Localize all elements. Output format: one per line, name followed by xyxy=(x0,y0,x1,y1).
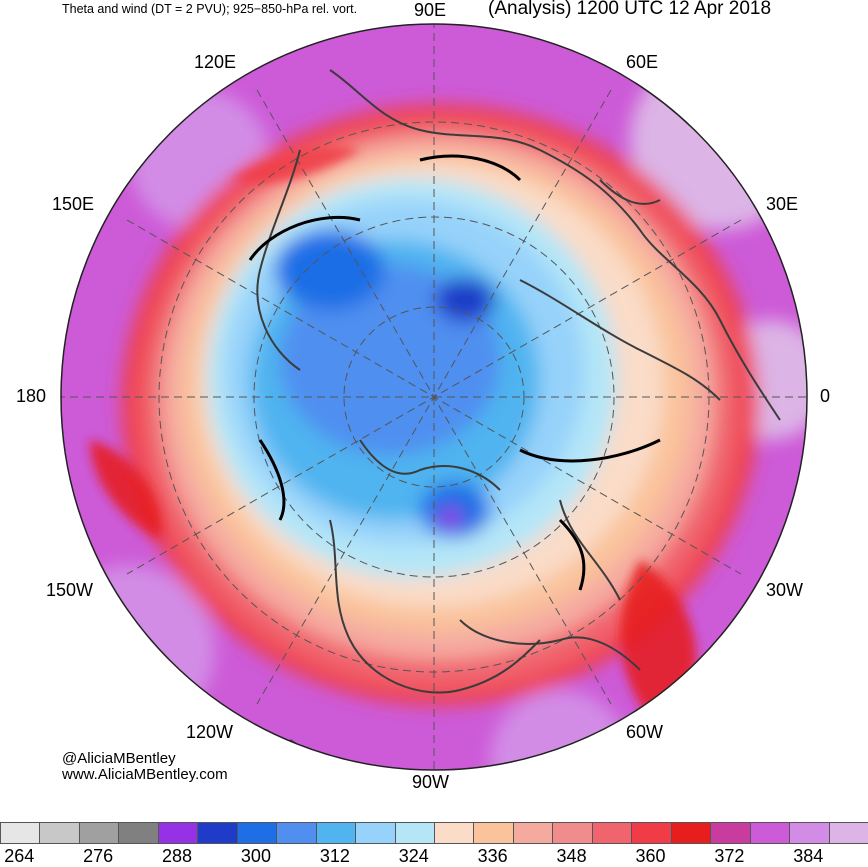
lon-label-120w: 120W xyxy=(186,722,234,742)
colorbar-swatch xyxy=(157,822,199,844)
colorbar-tick-label: 384 xyxy=(793,846,824,866)
colorbar-tick-label: 288 xyxy=(162,846,193,866)
lon-label-120e: 120E xyxy=(194,52,237,72)
colorbar-swatch xyxy=(39,822,80,844)
author-website: www.AliciaMBentley.com xyxy=(62,766,228,783)
colorbar-tick-label: 324 xyxy=(398,846,429,866)
colorbar-tick-label: 300 xyxy=(240,846,271,866)
lon-label-30e: 30E xyxy=(766,194,799,214)
colorbar-swatch xyxy=(118,822,159,844)
colorbar-tick-label: 312 xyxy=(319,846,350,866)
colorbar-tick-label: 360 xyxy=(635,846,666,866)
colorbar-swatch xyxy=(512,822,554,844)
lon-label-90w: 90W xyxy=(412,772,450,792)
lon-label-30w: 30W xyxy=(766,580,804,600)
colorbar-swatch xyxy=(276,822,317,844)
colorbar-swatch xyxy=(552,822,593,844)
colorbar-swatch xyxy=(236,822,278,844)
lon-label-60w: 60W xyxy=(626,722,664,742)
author-handle: @AliciaMBentley xyxy=(62,750,176,767)
colorbar-swatch xyxy=(631,822,672,844)
lon-label-0: 0 xyxy=(820,386,831,406)
colorbar-swatch xyxy=(434,822,475,844)
colorbar-swatch xyxy=(0,822,41,844)
colorbar-swatch xyxy=(394,822,435,844)
colorbar-swatch xyxy=(749,822,791,844)
colorbar-swatch xyxy=(473,822,514,844)
polar-theta-map xyxy=(60,23,808,771)
colorbar-tick-label: 276 xyxy=(83,846,114,866)
colorbar-tick-label: 336 xyxy=(477,846,508,866)
colorbar-swatch xyxy=(315,822,357,844)
colorbar-tick-label: 264 xyxy=(4,846,35,866)
colorbar-tick-label: 348 xyxy=(556,846,587,866)
colorbar-swatch xyxy=(78,822,120,844)
lon-label-150w: 150W xyxy=(46,580,94,600)
map-boundary xyxy=(60,23,808,771)
colorbar-swatch xyxy=(828,822,868,844)
colorbar xyxy=(0,822,868,844)
graticule xyxy=(61,24,807,770)
colorbar-swatch xyxy=(591,822,633,844)
colorbar-swatch xyxy=(355,822,396,844)
lon-label-60e: 60E xyxy=(626,52,659,72)
colorbar-tick-label: 372 xyxy=(714,846,745,866)
colorbar-swatch xyxy=(710,822,751,844)
lon-label-180: 180 xyxy=(16,386,47,406)
lon-label-90e: 90E xyxy=(414,0,447,20)
lon-label-150e: 150E xyxy=(52,194,95,214)
colorbar-swatch xyxy=(789,822,830,844)
map-subtitle: Theta and wind (DT = 2 PVU); 925−850-hPa… xyxy=(62,2,358,16)
colorbar-swatch xyxy=(197,822,238,844)
colorbar-swatch xyxy=(670,822,712,844)
map-title: (Analysis) 1200 UTC 12 Apr 2018 xyxy=(488,0,772,19)
pv-contours xyxy=(248,154,661,591)
